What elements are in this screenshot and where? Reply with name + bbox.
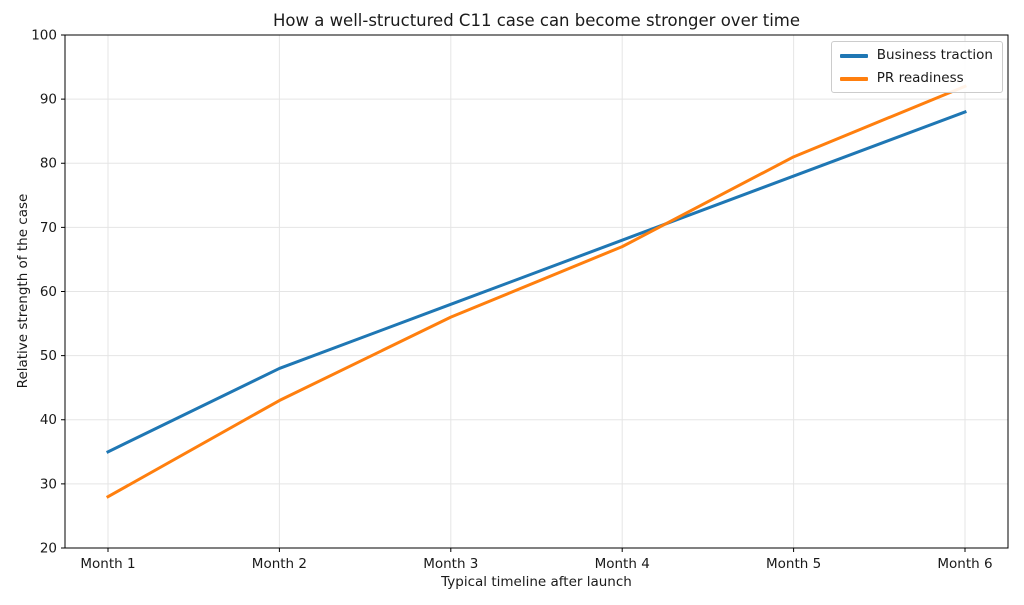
y-tick-label: 30 (40, 476, 57, 492)
y-tick-label: 20 (40, 540, 57, 556)
x-tick-label: Month 6 (937, 556, 992, 572)
legend-entry-pr-readiness: PR readiness (839, 70, 993, 87)
x-tick-label: Month 5 (766, 556, 821, 572)
legend-label-pr-readiness: PR readiness (876, 70, 964, 86)
x-tick-label: Month 4 (595, 556, 650, 572)
business-traction-line (105, 110, 967, 454)
legend: Business traction PR readiness (830, 41, 1003, 93)
y-tick-label: 60 (40, 284, 57, 300)
business-traction-line-swatch-icon (839, 53, 868, 58)
y-tick-label: 90 (40, 92, 57, 108)
y-tick-label: 100 (31, 27, 57, 43)
grid (65, 34, 1008, 549)
y-tick-label: 50 (40, 348, 57, 364)
y-tick-label: 70 (40, 220, 57, 236)
chart-title: How a well-structured C11 case can becom… (272, 11, 801, 30)
y-tick-label: 40 (40, 412, 57, 428)
x-tick-label: Month 1 (80, 556, 135, 572)
legend-entry-business-traction: Business traction (839, 47, 993, 64)
pr-readiness-line-swatch-icon (839, 76, 868, 81)
pr-readiness-line (105, 84, 967, 499)
x-tick-label: Month 2 (252, 556, 307, 572)
x-tick-labels: Month 1 Month 2 Month 3 Month 4 Month 5 Month… (80, 556, 992, 572)
y-tick-label: 80 (40, 156, 57, 172)
series-lines (105, 84, 967, 499)
x-axis-label: Typical timeline after launch (441, 574, 632, 590)
y-ticks (61, 34, 65, 549)
legend-label-business-traction: Business traction (876, 47, 993, 63)
x-tick-label: Month 3 (423, 556, 478, 572)
x-ticks (107, 548, 966, 552)
y-tick-labels: 20 30 40 50 60 70 80 90 100 (31, 27, 57, 556)
